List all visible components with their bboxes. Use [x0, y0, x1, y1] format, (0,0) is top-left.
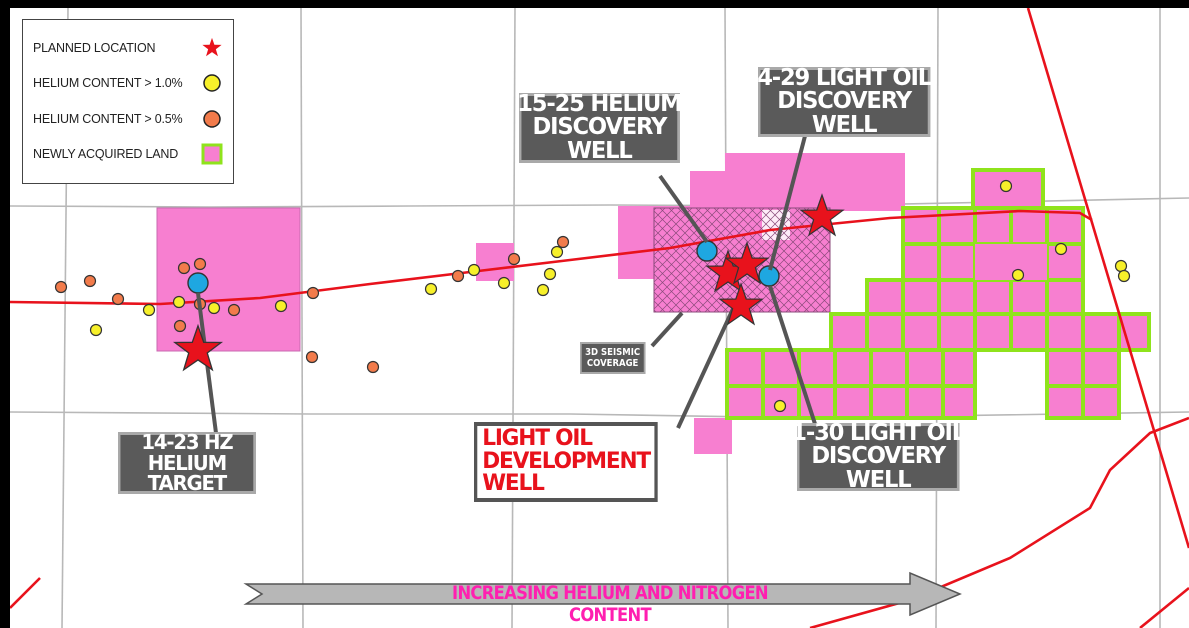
- map-canvas[interactable]: PLANNED LOCATION HELIUM CONTENT > 1.0% H…: [10, 8, 1189, 628]
- legend-item-new-land: NEWLY ACQUIRED LAND: [33, 137, 223, 173]
- discovery-wells: [187, 240, 780, 294]
- red-star-icon: [201, 37, 223, 59]
- land-fill: [975, 244, 1047, 280]
- map-layer: [10, 8, 1189, 628]
- callout-helium-discovery: 15-25 HELIUM DISCOVERY WELL: [517, 92, 683, 163]
- helium-wells-1-0: [89, 179, 1131, 413]
- yellow-circle-icon: [201, 72, 223, 94]
- legend-item-helium-1-0: HELIUM CONTENT > 1.0%: [33, 66, 223, 102]
- trend-arrow: [243, 571, 962, 617]
- legend-item-planned: PLANNED LOCATION: [33, 30, 223, 66]
- legend-label: PLANNED LOCATION: [33, 40, 156, 55]
- trend-arrow-label: INCREASING HELIUM AND NITROGEN CONTENT: [452, 582, 769, 626]
- callout-text: 15-25 HELIUM DISCOVERY WELL: [517, 90, 682, 164]
- newly-acquired-land: [725, 168, 1151, 420]
- callout-text: 14-23 HZ HELIUM TARGET: [141, 430, 233, 496]
- callout-oil-development: LIGHT OIL DEVELOPMENT WELL: [474, 422, 658, 502]
- callout-helium-target: 14-23 HZ HELIUM TARGET: [118, 432, 256, 494]
- callout-text: LIGHT OIL DEVELOPMENT WELL: [482, 426, 651, 497]
- callout-leaders: [196, 135, 819, 434]
- seismic-label-text: 3D SEISMIC COVERAGE: [585, 347, 641, 369]
- planned-locations: [172, 193, 845, 372]
- callout-oil-discovery-4-29: 4-29 LIGHT OIL DISCOVERY WELL: [757, 66, 932, 137]
- legend-label: HELIUM CONTENT > 1.0%: [33, 76, 183, 91]
- callout-text: 4-29 LIGHT OIL DISCOVERY WELL: [757, 64, 932, 138]
- orange-circle-icon: [201, 108, 223, 130]
- legend-label: HELIUM CONTENT > 0.5%: [33, 111, 183, 126]
- legend-label: NEWLY ACQUIRED LAND: [33, 147, 179, 162]
- seismic-coverage-label: 3D SEISMIC COVERAGE: [580, 342, 646, 374]
- callout-oil-discovery-1-30: 1-30 LIGHT OIL DISCOVERY WELL: [791, 421, 966, 491]
- legend-item-helium-0-5: HELIUM CONTENT > 0.5%: [33, 101, 223, 137]
- callout-text: 1-30 LIGHT OIL DISCOVERY WELL: [791, 419, 966, 493]
- map-legend: PLANNED LOCATION HELIUM CONTENT > 1.0% H…: [22, 19, 234, 184]
- pink-square-icon: [201, 143, 223, 165]
